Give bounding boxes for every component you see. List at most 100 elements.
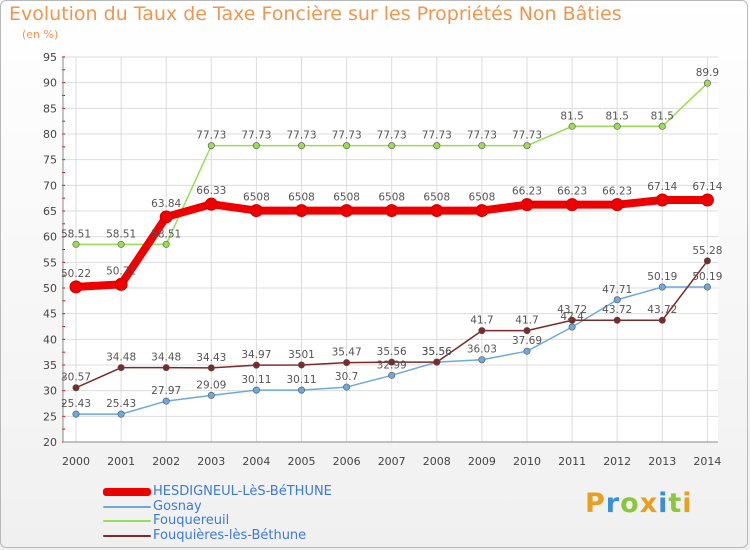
data-point xyxy=(568,323,576,331)
logo-letter: i xyxy=(658,488,669,519)
y-tick-label: 75 xyxy=(43,154,57,167)
y-tick-label: 25 xyxy=(43,410,57,423)
data-point xyxy=(295,204,308,218)
legend-swatch xyxy=(103,534,151,537)
data-point xyxy=(658,122,666,130)
logo-letter: t xyxy=(668,488,683,519)
x-tick-label: 2005 xyxy=(288,455,316,468)
data-label: 77.73 xyxy=(377,130,407,142)
data-point xyxy=(207,142,215,150)
data-label: 77.73 xyxy=(196,130,226,142)
data-label: 25.43 xyxy=(106,398,136,410)
data-label: 81.5 xyxy=(606,110,629,122)
data-label: 41.7 xyxy=(515,315,538,327)
x-tick-label: 2003 xyxy=(197,455,225,468)
data-label: 6508 xyxy=(378,192,405,204)
data-label: 34.48 xyxy=(106,352,136,364)
data-point xyxy=(475,204,489,218)
legend-swatch xyxy=(103,488,151,496)
data-point xyxy=(613,122,621,130)
data-label: 50.22 xyxy=(61,268,91,280)
data-point xyxy=(159,210,173,224)
data-label: 30.11 xyxy=(241,374,271,386)
data-label: 66.33 xyxy=(196,185,226,197)
data-point xyxy=(655,193,669,207)
data-label: 6508 xyxy=(288,192,315,204)
data-label: 63.84 xyxy=(151,198,181,210)
data-label: 34.43 xyxy=(196,352,226,364)
data-point xyxy=(523,327,531,335)
data-label: 50.19 xyxy=(692,271,722,283)
data-point xyxy=(343,359,351,367)
data-point xyxy=(297,386,305,394)
data-label: 50.71 xyxy=(106,265,136,277)
data-label: 37.69 xyxy=(512,335,542,347)
data-label: 29.09 xyxy=(196,379,226,391)
data-label: 43.72 xyxy=(647,304,677,316)
data-point xyxy=(478,142,486,150)
data-point xyxy=(343,383,351,391)
data-label: 42.4 xyxy=(560,311,584,323)
data-point xyxy=(700,193,714,207)
data-point xyxy=(610,198,624,212)
data-point xyxy=(523,142,531,150)
data-point xyxy=(252,142,260,150)
data-label: 30.57 xyxy=(61,372,91,384)
data-point xyxy=(72,240,80,248)
data-label: 35.56 xyxy=(377,346,407,358)
data-label: 77.73 xyxy=(286,130,316,142)
data-point xyxy=(297,361,305,369)
data-label: 77.73 xyxy=(241,130,271,142)
y-tick-label: 55 xyxy=(43,256,57,269)
data-label: 47.71 xyxy=(602,284,632,296)
data-point xyxy=(568,316,576,324)
data-label: 89.9 xyxy=(696,67,719,79)
data-label: 58.51 xyxy=(106,228,136,240)
x-tick-label: 2000 xyxy=(62,455,90,468)
y-tick-label: 70 xyxy=(43,179,57,192)
data-point xyxy=(478,356,486,364)
legend-label: Fouquières-lès-Béthune xyxy=(153,527,307,543)
y-axis-unit: (en %) xyxy=(22,28,59,41)
data-label: 67.14 xyxy=(647,181,677,193)
x-tick-label: 2009 xyxy=(468,455,496,468)
data-label: 55.28 xyxy=(692,245,722,257)
data-point xyxy=(72,410,80,418)
data-point xyxy=(162,240,170,248)
data-label: 34.48 xyxy=(151,352,181,364)
data-label: 35.47 xyxy=(332,347,362,359)
data-label: 6508 xyxy=(333,192,360,204)
data-label: 77.73 xyxy=(467,130,497,142)
data-label: 58.51 xyxy=(61,228,91,240)
data-point xyxy=(658,316,666,324)
proxiti-logo: Proxiti xyxy=(585,488,693,519)
data-label: 30.7 xyxy=(335,371,358,383)
data-label: 32.99 xyxy=(377,359,407,371)
line-chart: 20 25 30 35 40 45 50 55 60 65 70 75 80 85 90 95 2000 2001… xyxy=(43,51,723,468)
x-tick-label: 2006 xyxy=(333,455,361,468)
data-point xyxy=(249,204,263,218)
y-tick-label: 60 xyxy=(43,231,57,244)
x-tick-label: 2001 xyxy=(107,455,135,468)
data-point xyxy=(162,397,170,405)
data-point xyxy=(204,197,218,211)
data-label: 6508 xyxy=(423,192,450,204)
data-label: 41.7 xyxy=(470,315,493,327)
data-point xyxy=(388,142,396,150)
data-point xyxy=(430,204,444,218)
legend-swatch xyxy=(103,505,151,508)
data-point xyxy=(117,410,125,418)
data-point xyxy=(207,364,215,372)
data-label: 34.97 xyxy=(241,349,271,361)
x-tick-label: 2012 xyxy=(603,455,631,468)
legend-label: Fouquereuil xyxy=(153,513,230,528)
data-label: 35.56 xyxy=(422,346,452,358)
data-point xyxy=(207,391,215,399)
y-tick-label: 65 xyxy=(43,205,57,218)
data-label: 81.5 xyxy=(560,110,583,122)
legend-label: Gosnay xyxy=(153,498,202,514)
y-tick-label: 40 xyxy=(43,333,57,346)
x-tick-label: 2007 xyxy=(378,455,406,468)
data-label: 50.19 xyxy=(647,271,677,283)
data-label: 77.73 xyxy=(512,130,542,142)
